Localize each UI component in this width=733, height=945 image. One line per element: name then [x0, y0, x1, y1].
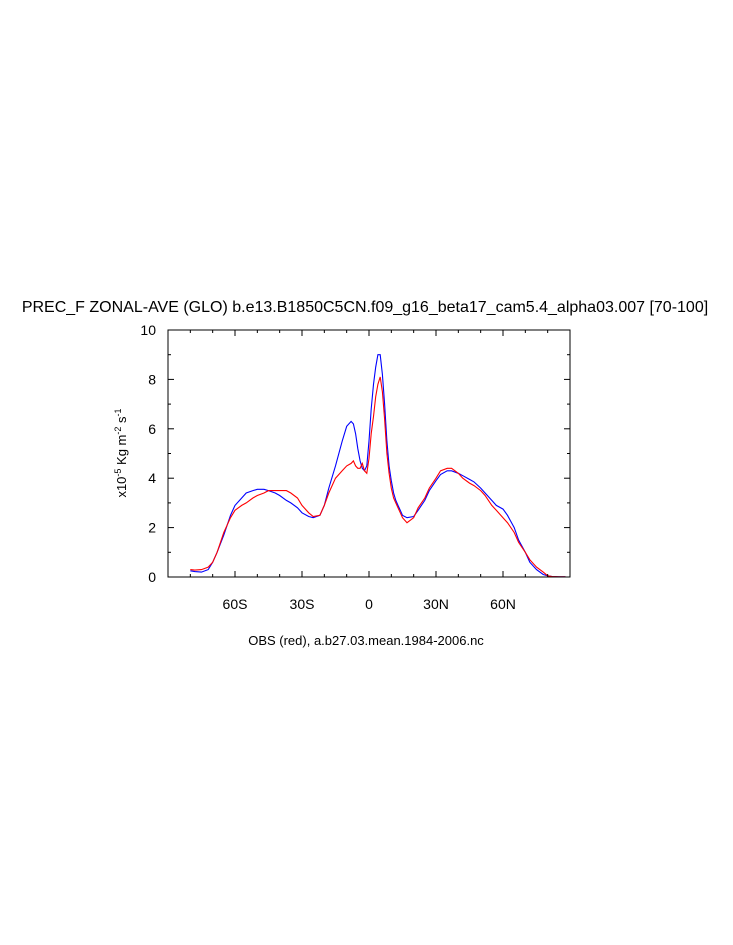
chart-caption: OBS (red), a.b27.03.mean.1984-2006.nc [248, 633, 484, 648]
y-tick-label: 10 [140, 322, 156, 338]
series-line-1 [190, 376, 566, 577]
y-axis-label: x10-5 Kg m-2 s-1 [113, 408, 129, 497]
x-tick-label: 30N [423, 596, 449, 612]
x-tick-label: 60N [490, 596, 516, 612]
series-line-0 [190, 354, 566, 577]
x-tick-label: 30S [290, 596, 315, 612]
plot-area: 60S 30S 0 30N 60N 0 2 4 6 8 10 [140, 322, 571, 612]
y-tick-label: 6 [148, 421, 156, 437]
y-tick-label: 2 [148, 520, 156, 536]
x-tick-label: 60S [223, 596, 248, 612]
chart-title: PREC_F ZONAL-AVE (GLO) b.e13.B1850C5CN.f… [22, 299, 708, 316]
y-tick-label: 8 [148, 371, 156, 387]
y-tick-label: 0 [148, 569, 156, 585]
x-tick-label: 0 [365, 596, 373, 612]
y-tick-label: 4 [148, 470, 156, 486]
